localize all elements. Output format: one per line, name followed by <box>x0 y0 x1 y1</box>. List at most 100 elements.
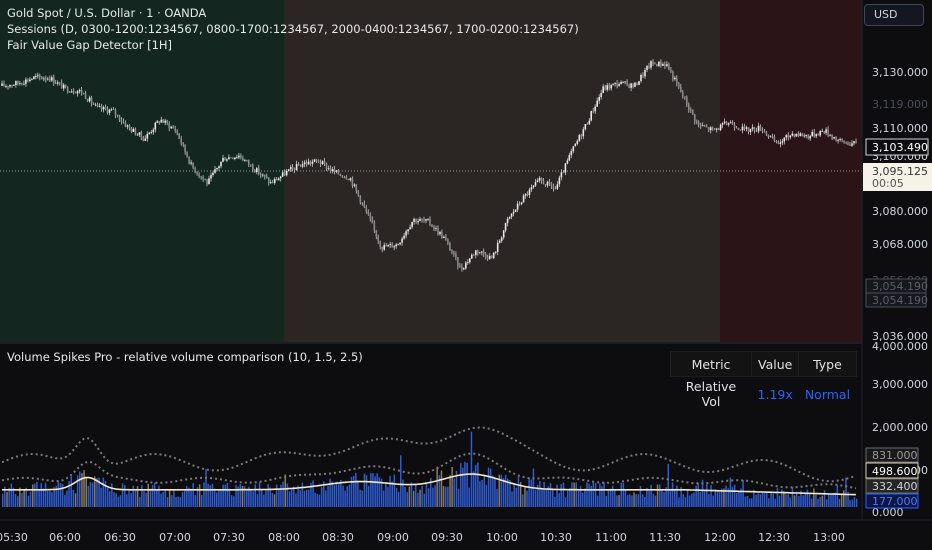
price-axis-background[interactable] <box>862 0 932 520</box>
price-candle <box>494 251 497 255</box>
volume-bar <box>404 487 406 507</box>
volume-bar <box>53 487 55 507</box>
price-candle <box>851 140 853 147</box>
price-candle <box>441 229 443 239</box>
time-tick: 10:30 <box>540 531 572 544</box>
volume-bar <box>599 483 601 507</box>
volume-bar <box>338 482 340 507</box>
volume-bar <box>130 493 132 507</box>
price-candle <box>588 118 591 125</box>
volume-bar <box>736 493 738 507</box>
currency-button[interactable]: USD <box>864 4 924 26</box>
volume-bar <box>513 482 515 507</box>
price-candle <box>783 137 786 145</box>
price-candle <box>208 175 210 185</box>
price-candle <box>150 129 153 135</box>
price-candle <box>166 119 168 126</box>
price-candle <box>421 218 423 223</box>
volume-bar <box>372 473 374 507</box>
price-candle <box>361 202 364 206</box>
volume-bar <box>256 494 259 507</box>
volume-bar <box>263 494 265 507</box>
volume-bar <box>181 492 184 507</box>
volume-bar <box>29 491 32 507</box>
price-candle <box>17 80 19 86</box>
volume-bar <box>254 484 256 507</box>
sessions-legend[interactable]: Sessions (D, 0300-1200:1234567, 0800-170… <box>7 22 579 36</box>
time-tick: 07:00 <box>159 531 191 544</box>
volume-bar <box>682 494 684 507</box>
price-candle <box>41 76 43 80</box>
price-candle <box>130 126 133 134</box>
price-candle <box>759 124 762 131</box>
volume-bar <box>284 474 286 507</box>
price-candle <box>518 201 521 206</box>
price-candle <box>329 165 332 174</box>
volume-bar <box>663 492 665 507</box>
price-candle <box>684 96 686 100</box>
volume-bar <box>742 480 744 507</box>
volume-bar <box>840 495 843 507</box>
price-candle <box>345 175 348 180</box>
price-candle <box>642 72 644 78</box>
price-candle <box>349 177 352 182</box>
price-candle <box>701 122 704 127</box>
price-candle <box>707 127 710 132</box>
price-candle <box>122 118 125 124</box>
volume-bar <box>821 495 824 507</box>
volume-bar <box>494 477 496 507</box>
volume-bar <box>526 490 528 507</box>
volume-bar <box>434 485 436 507</box>
volume-bar <box>440 470 443 507</box>
volume-bar <box>198 484 201 507</box>
volume-bar <box>656 484 659 507</box>
price-candle <box>27 78 29 83</box>
price-candle <box>25 77 27 87</box>
price-candle <box>451 249 453 255</box>
volume-indicator-legend[interactable]: Volume Spikes Pro - relative volume comp… <box>7 350 363 364</box>
price-candle <box>638 81 640 86</box>
price-candle <box>232 157 234 160</box>
volume-bar <box>417 492 419 507</box>
price-candle <box>630 82 632 92</box>
price-candle <box>590 110 592 122</box>
volume-bar <box>556 484 558 507</box>
volume-bar <box>359 489 361 507</box>
volume-bar <box>2 493 4 507</box>
volume-bar <box>667 463 669 507</box>
price-candle <box>544 184 547 187</box>
volume-bar <box>579 486 582 507</box>
volume-bar <box>507 478 509 507</box>
price-candle <box>757 122 760 134</box>
price-candle <box>415 218 417 224</box>
time-tick: 13:00 <box>813 531 845 544</box>
symbol-legend[interactable]: Gold Spot / U.S. Dollar · 1 · OANDA <box>7 6 207 20</box>
volume-bar <box>712 495 714 507</box>
price-candle <box>58 81 61 86</box>
price-candle <box>15 80 17 88</box>
price-candle <box>594 104 596 114</box>
price-candle <box>475 250 477 259</box>
price-candle <box>102 105 105 113</box>
fvg-indicator-legend[interactable]: Fair Value Gap Detector [1H] <box>7 38 173 52</box>
price-candle <box>729 120 732 124</box>
time-axis-background[interactable] <box>0 520 932 550</box>
volume-bar <box>312 480 314 507</box>
volume-bar <box>785 494 787 507</box>
price-candle <box>817 133 819 136</box>
volume-bar <box>676 485 678 507</box>
price-candle <box>419 216 421 222</box>
price-candle <box>269 179 272 185</box>
volume-bar <box>134 490 137 507</box>
price-candle <box>367 209 370 216</box>
metrics-table-row: Relative Vol 1.19x Normal <box>671 377 857 412</box>
volume-label-spike <box>865 462 919 479</box>
price-candle <box>510 213 513 220</box>
volume-bar <box>190 488 192 507</box>
price-candle <box>244 158 246 162</box>
price-candle <box>90 95 93 107</box>
price-candle <box>397 243 399 246</box>
price-candle <box>672 70 674 82</box>
price-candle <box>431 224 433 228</box>
